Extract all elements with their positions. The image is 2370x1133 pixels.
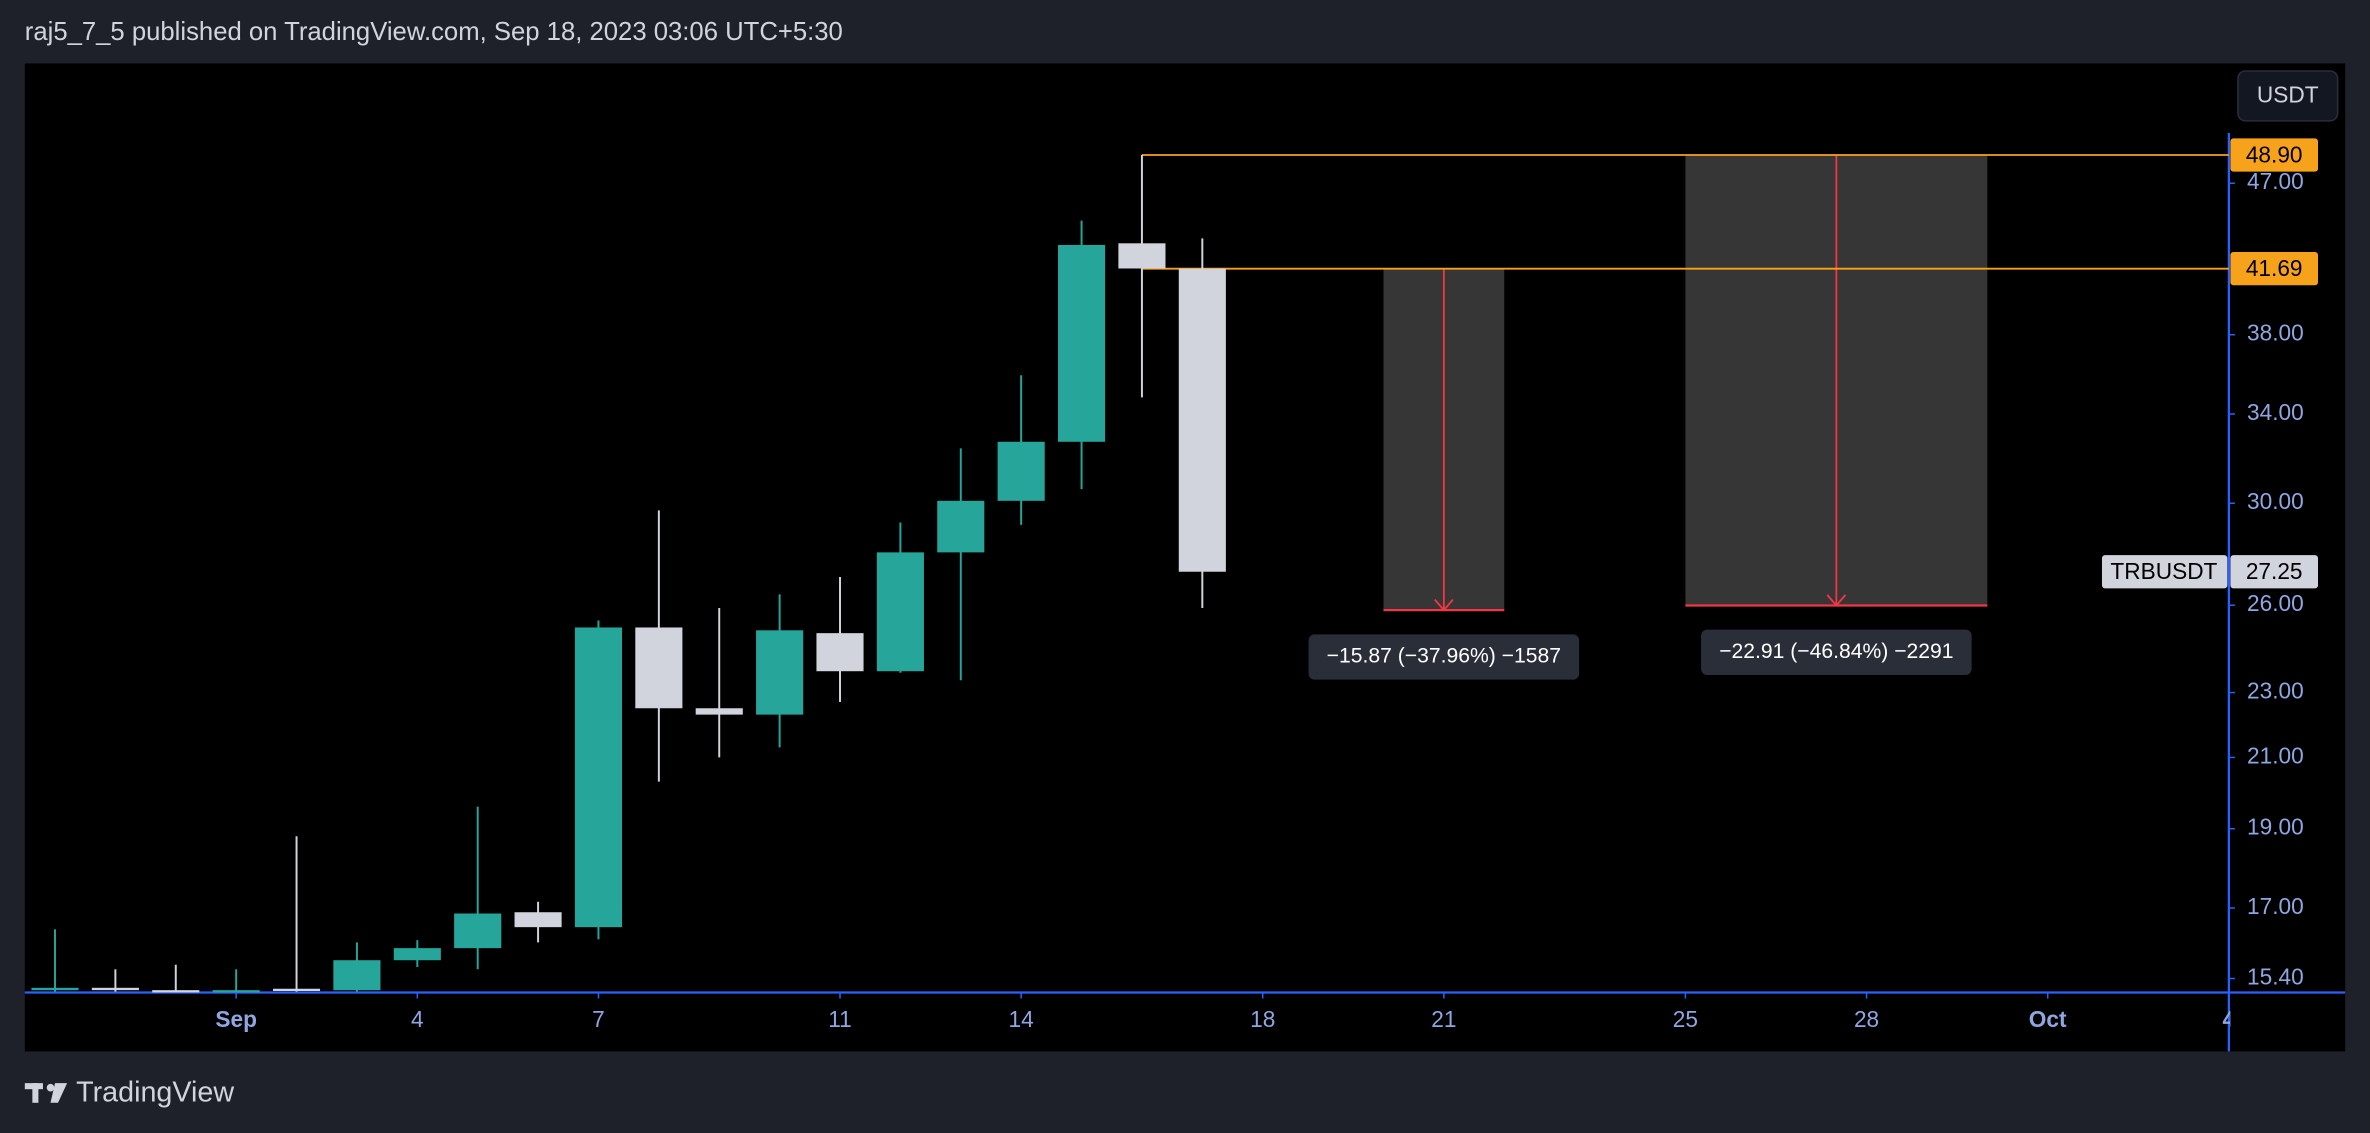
measure-label-bg [1701,629,1972,675]
x-tick-label: 4 [2223,1006,2236,1032]
candle-body [816,633,864,672]
candle-body [91,987,139,991]
x-tick-label: 21 [1431,1006,1456,1032]
price-tag: 48.90 [2246,141,2303,167]
candle-body [695,708,743,715]
x-tick-label: 7 [592,1006,605,1032]
candle-body [756,630,804,715]
x-tick-label: Sep [215,1006,257,1032]
y-tick-label: 19.00 [2247,814,2304,840]
y-tick-label: 38.00 [2247,320,2304,346]
x-tick-label: 4 [411,1006,424,1032]
y-tick-label: 17.00 [2247,893,2304,919]
logo-part [50,1083,68,1103]
currency-label[interactable]: USDT [2257,82,2319,108]
candle-body [152,990,200,993]
price-tag-bg [2230,252,2318,286]
measure-label: −15.87 (−37.96%) −1587 [1327,645,1561,668]
measure-label: −22.91 (−46.84%) −2291 [1719,640,1953,663]
price-tag-bg [2230,138,2318,172]
measure-arrowhead [1826,594,1847,607]
candle-body [272,988,321,992]
footer-brand: TradingView [76,1076,234,1108]
candle-body [1118,243,1166,269]
price-tag: 41.69 [2246,255,2303,281]
x-tick-label: Oct [2029,1006,2067,1032]
measure-label-bg [1308,634,1580,680]
candle-body [31,987,79,991]
measure-arrowhead [1434,598,1454,612]
symbol-tag-bg [2101,555,2228,589]
candle-body [514,912,562,928]
x-tick-label: 18 [1250,1006,1275,1032]
x-tick-label: 28 [1854,1006,1879,1032]
candle-body [876,552,924,672]
y-tick-label: 15.40 [2247,963,2304,989]
candle-body [1058,244,1106,442]
x-tick-label: 25 [1673,1006,1698,1032]
candle-body [997,441,1045,501]
publish-header: raj5_7_5 published on TradingView.com, S… [25,18,843,46]
y-tick-label: 30.00 [2247,488,2304,514]
symbol-tag: TRBUSDT [2110,558,2217,584]
candle-body [454,913,502,949]
last-price-bg [2230,555,2318,589]
candle-body [574,627,623,928]
currency-button[interactable] [2237,70,2339,122]
x-tick-label: 14 [1009,1006,1034,1032]
candle-body [937,500,985,553]
candle-body [635,627,683,709]
logo-part [46,1083,55,1092]
x-tick-label: 11 [828,1006,852,1032]
y-tick-label: 34.00 [2247,399,2304,425]
plot: 15.40 17.00 19.00 21.00 23.00 26.00 30.00 34.00… [24,132,2346,1052]
last-price: 27.25 [2246,558,2303,584]
y-tick-label: 23.00 [2247,678,2304,704]
footer-logo [24,1083,68,1103]
y-tick-label: 47.00 [2247,168,2304,194]
candle-body [1178,268,1226,572]
candle-body [333,960,381,991]
y-tick-label: 21.00 [2247,742,2304,768]
candle-body [212,990,260,993]
y-tick-label: 26.00 [2247,590,2304,616]
candle-body [393,948,441,961]
logo-part [32,1083,39,1103]
